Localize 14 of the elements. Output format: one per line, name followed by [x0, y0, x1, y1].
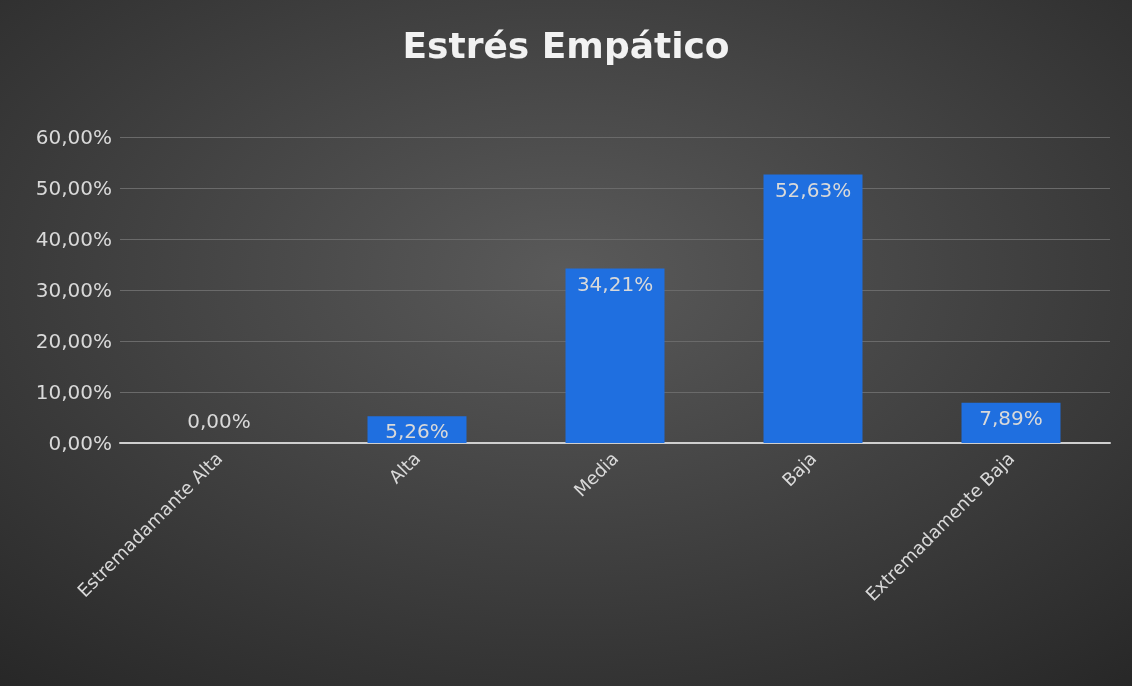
- chart-title: Estrés Empático: [402, 24, 730, 66]
- data-label: 0,00%: [187, 409, 251, 433]
- data-label: 7,89%: [979, 405, 1043, 430]
- y-tick-label: 60,00%: [35, 125, 112, 149]
- data-label: 5,26%: [385, 419, 449, 444]
- y-tick-label: 30,00%: [35, 278, 112, 302]
- y-tick-label: 0,00%: [48, 431, 112, 455]
- y-tick-label: 20,00%: [35, 329, 112, 353]
- data-label: 52,63%: [774, 177, 852, 202]
- data-label: 34,21%: [576, 271, 654, 296]
- y-tick-label: 40,00%: [35, 227, 112, 251]
- y-tick-label: 10,00%: [35, 380, 112, 404]
- x-tick-label: Alta: [384, 447, 425, 488]
- y-tick-label: 50,00%: [35, 176, 112, 200]
